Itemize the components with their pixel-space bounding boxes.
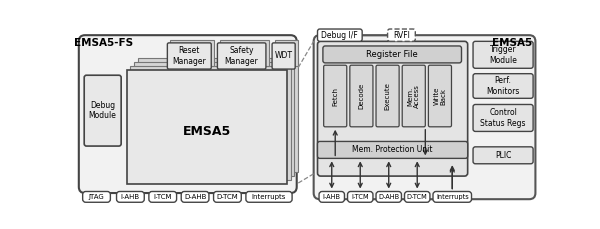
Text: Mem.
Access: Mem. Access <box>407 84 420 108</box>
FancyBboxPatch shape <box>376 191 401 202</box>
FancyBboxPatch shape <box>388 29 415 41</box>
Text: D-AHB: D-AHB <box>184 194 206 200</box>
Text: EMSA5: EMSA5 <box>492 38 532 48</box>
FancyBboxPatch shape <box>149 191 176 202</box>
Text: Reset
Manager: Reset Manager <box>172 46 206 66</box>
Text: I-TCM: I-TCM <box>352 194 369 200</box>
FancyBboxPatch shape <box>404 191 430 202</box>
FancyBboxPatch shape <box>79 35 297 193</box>
Text: Decode: Decode <box>358 83 364 109</box>
FancyBboxPatch shape <box>314 35 535 199</box>
Bar <box>220 40 269 66</box>
FancyBboxPatch shape <box>84 75 121 146</box>
FancyBboxPatch shape <box>473 104 533 131</box>
Text: D-TCM: D-TCM <box>407 194 428 200</box>
Text: I-AHB: I-AHB <box>323 194 341 200</box>
FancyBboxPatch shape <box>217 43 266 69</box>
FancyBboxPatch shape <box>319 191 344 202</box>
Text: PLIC: PLIC <box>495 151 511 160</box>
FancyBboxPatch shape <box>317 41 467 176</box>
Text: Debug
Module: Debug Module <box>89 101 116 120</box>
Text: Interrupts: Interrupts <box>252 194 286 200</box>
Text: D-AHB: D-AHB <box>378 194 399 200</box>
Text: Register File: Register File <box>367 50 418 59</box>
Text: Fetch: Fetch <box>332 87 338 106</box>
Bar <box>130 66 290 180</box>
Text: RVFI: RVFI <box>393 31 410 40</box>
FancyBboxPatch shape <box>83 191 110 202</box>
Text: Safety
Manager: Safety Manager <box>224 46 258 66</box>
Text: I-TCM: I-TCM <box>154 194 172 200</box>
Text: JTAG: JTAG <box>89 194 104 200</box>
Text: Execute: Execute <box>385 82 391 110</box>
Text: EMSA5-FS: EMSA5-FS <box>74 38 133 48</box>
Bar <box>170 40 214 66</box>
FancyBboxPatch shape <box>428 65 451 127</box>
Bar <box>275 40 298 66</box>
FancyBboxPatch shape <box>246 191 292 202</box>
FancyBboxPatch shape <box>433 191 472 202</box>
Text: Debug I/F: Debug I/F <box>322 31 358 40</box>
Bar <box>127 70 287 184</box>
Text: EMSA5: EMSA5 <box>182 125 231 138</box>
Text: D-TCM: D-TCM <box>217 194 238 200</box>
Bar <box>138 58 298 172</box>
Text: Trigger
Module: Trigger Module <box>489 45 517 65</box>
FancyBboxPatch shape <box>317 29 362 41</box>
FancyBboxPatch shape <box>350 65 373 127</box>
FancyBboxPatch shape <box>116 191 144 202</box>
FancyBboxPatch shape <box>473 74 533 98</box>
Text: Interrupts: Interrupts <box>436 194 469 200</box>
Text: Mem. Protection Unit: Mem. Protection Unit <box>352 145 433 154</box>
FancyBboxPatch shape <box>317 142 467 158</box>
FancyBboxPatch shape <box>323 46 461 63</box>
FancyBboxPatch shape <box>167 43 211 69</box>
FancyBboxPatch shape <box>181 191 209 202</box>
Bar <box>134 62 295 176</box>
FancyBboxPatch shape <box>272 43 295 69</box>
Text: Perf.
Monitors: Perf. Monitors <box>487 76 520 96</box>
FancyBboxPatch shape <box>402 65 425 127</box>
FancyBboxPatch shape <box>214 191 241 202</box>
Text: Control
Status Regs: Control Status Regs <box>481 108 526 128</box>
Text: WDT: WDT <box>275 52 293 60</box>
FancyBboxPatch shape <box>323 65 347 127</box>
FancyBboxPatch shape <box>473 41 533 68</box>
FancyBboxPatch shape <box>376 65 399 127</box>
Text: I-AHB: I-AHB <box>121 194 140 200</box>
FancyBboxPatch shape <box>347 191 373 202</box>
FancyBboxPatch shape <box>473 147 533 164</box>
Text: Write
Back: Write Back <box>433 87 446 105</box>
